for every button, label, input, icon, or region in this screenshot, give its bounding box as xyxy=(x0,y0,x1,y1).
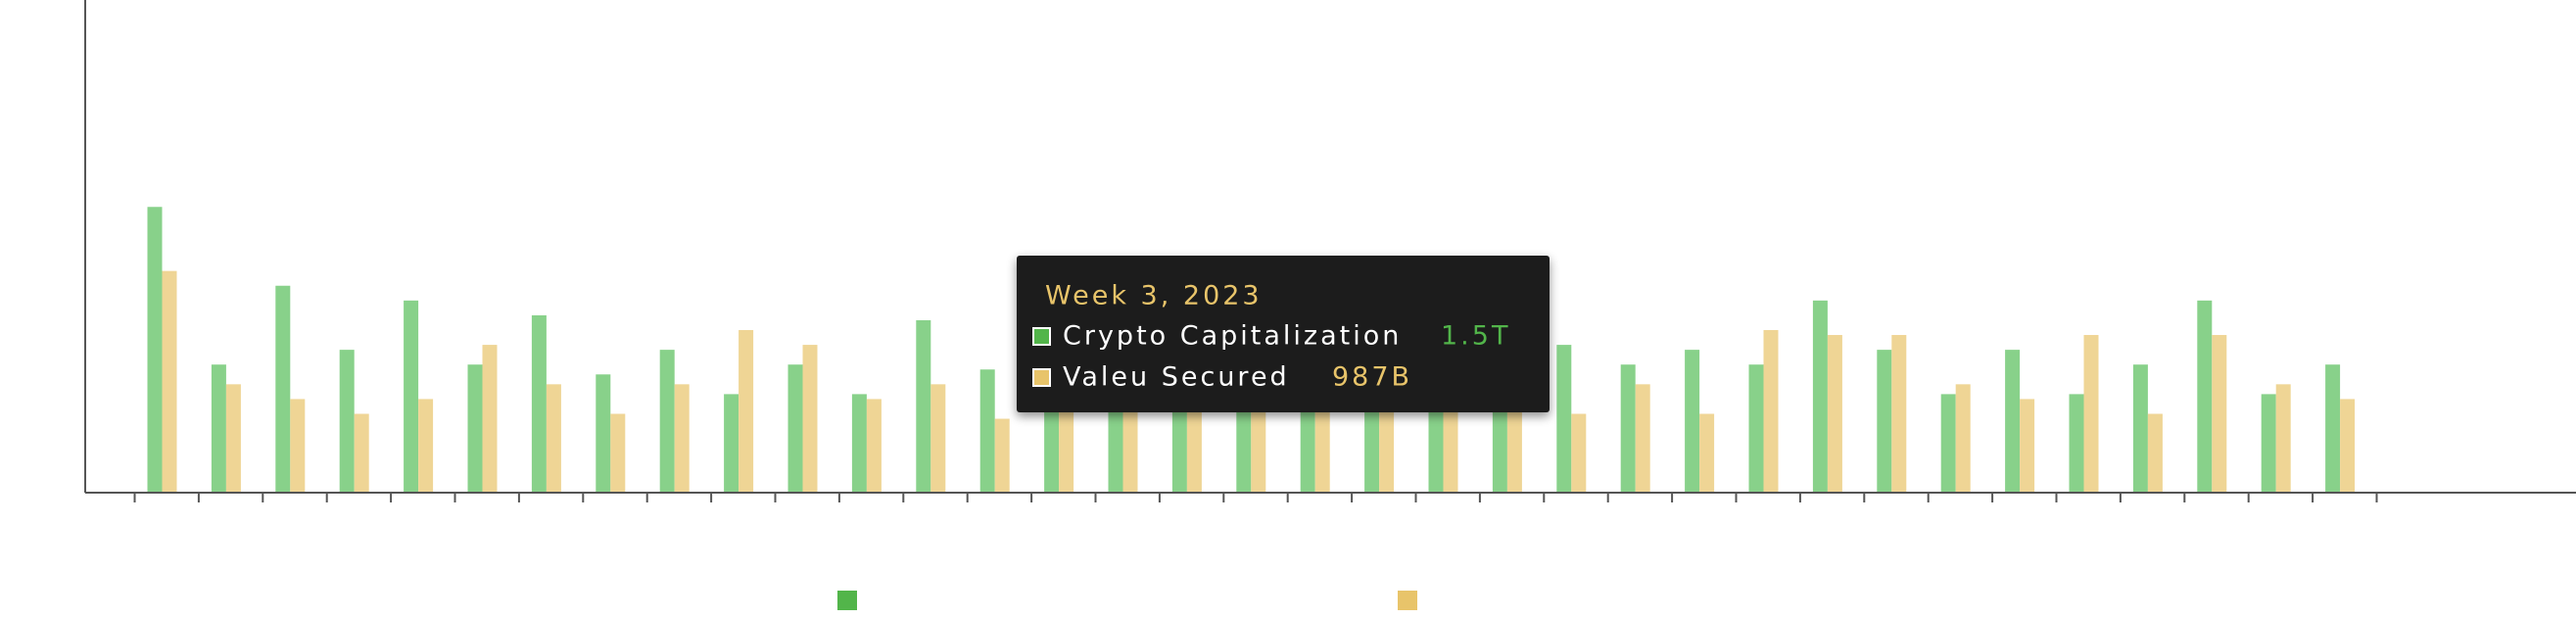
tooltip-title: Week 3, 2023 xyxy=(1045,281,1263,311)
bar xyxy=(2275,384,2291,493)
bar xyxy=(851,394,867,493)
bar xyxy=(1251,399,1266,493)
bar xyxy=(1763,330,1779,493)
bar xyxy=(1955,384,1971,493)
bar xyxy=(1635,384,1650,493)
tooltip-value: 987B xyxy=(1332,362,1412,393)
bar xyxy=(467,364,483,493)
bar xyxy=(930,384,946,493)
bar xyxy=(2005,350,2021,493)
bar xyxy=(482,345,498,493)
bar xyxy=(2147,413,2163,493)
bar xyxy=(339,350,355,493)
bar xyxy=(674,384,690,493)
bar xyxy=(1891,335,1907,493)
bar xyxy=(1748,364,1764,493)
bar xyxy=(1877,350,1892,493)
bar xyxy=(2083,335,2099,493)
bar xyxy=(916,319,931,493)
bar xyxy=(610,413,626,493)
bar xyxy=(2020,399,2035,493)
bar xyxy=(418,399,434,493)
bar xyxy=(866,399,882,493)
tooltip: Week 3, 2023 Crypto Capitalization 1.5T Val… xyxy=(1017,256,1550,412)
bar xyxy=(404,300,419,493)
bar xyxy=(1571,413,1587,493)
legend-swatch xyxy=(837,591,857,610)
bar xyxy=(2212,335,2227,493)
bar xyxy=(787,364,803,493)
bar xyxy=(659,350,675,493)
tooltip-series-name: Valeu Secured xyxy=(1063,362,1290,393)
bar xyxy=(1812,300,1828,493)
bar xyxy=(162,270,177,493)
bar xyxy=(1556,345,1572,493)
tooltip-box xyxy=(1017,256,1550,412)
bar xyxy=(1940,394,1956,493)
bar xyxy=(739,330,754,493)
bar xyxy=(979,369,995,493)
bar xyxy=(1827,335,1842,493)
bar xyxy=(225,384,241,493)
bar xyxy=(2132,364,2148,493)
bar xyxy=(724,394,739,493)
bar xyxy=(1620,364,1636,493)
bar xyxy=(1122,399,1138,493)
bar xyxy=(2197,300,2213,493)
tooltip-value: 1.5T xyxy=(1441,321,1510,352)
bar xyxy=(2340,399,2356,493)
bar xyxy=(2325,364,2341,493)
bar xyxy=(994,418,1010,493)
bar xyxy=(531,314,547,493)
bar xyxy=(1506,399,1522,493)
tooltip-series-name: Crypto Capitalization xyxy=(1063,321,1402,352)
bar xyxy=(2069,394,2084,493)
tooltip-swatch xyxy=(1032,327,1051,346)
bar xyxy=(147,207,163,493)
legend-swatch xyxy=(1398,591,1417,610)
bar xyxy=(1699,413,1715,493)
bar xyxy=(1379,399,1395,493)
bar xyxy=(211,364,226,493)
bar xyxy=(596,374,611,493)
bar xyxy=(275,285,291,493)
bar xyxy=(802,345,818,493)
tooltip-swatch xyxy=(1032,368,1051,387)
bar xyxy=(290,399,306,493)
bar xyxy=(1685,350,1700,493)
bar xyxy=(2261,394,2276,493)
bar xyxy=(354,413,369,493)
bar xyxy=(546,384,561,493)
